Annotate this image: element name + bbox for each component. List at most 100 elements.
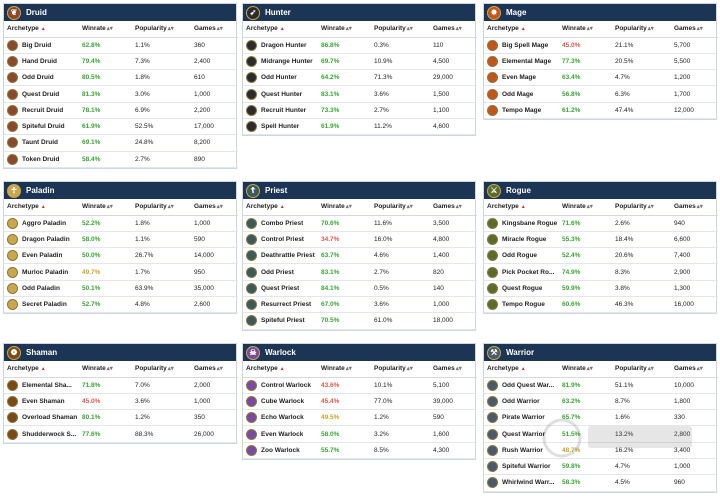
archetype-name[interactable]: Midrange Hunter xyxy=(261,57,313,65)
column-header-winrate[interactable]: Winrate▴▾ xyxy=(321,199,374,216)
table-row[interactable]: Elemental Mage 77.3% 20.5% 5,500 xyxy=(484,53,718,71)
archetype-link[interactable]: Taunt Druid xyxy=(7,137,82,149)
table-row[interactable]: Dragon Paladin 58.0% 1.1% 590 xyxy=(4,231,238,249)
column-header-archetype[interactable]: Archetype ▲ xyxy=(243,361,321,378)
archetype-link[interactable]: Secret Paladin xyxy=(7,299,82,311)
column-header-games[interactable]: Games▴▾ xyxy=(427,199,477,216)
archetype-name[interactable]: Recruit Druid xyxy=(22,106,64,114)
archetype-link[interactable]: Even Warlock xyxy=(246,428,321,440)
archetype-link[interactable]: Hand Druid xyxy=(7,55,82,67)
sort-toggle-icon[interactable]: ▴▾ xyxy=(106,26,113,33)
archetype-cell[interactable]: Miracle Rogue xyxy=(484,231,562,249)
archetype-name[interactable]: Quest Hunter xyxy=(261,90,303,98)
sort-toggle-icon[interactable]: ▴▾ xyxy=(647,366,654,373)
archetype-cell[interactable]: Odd Quest War... xyxy=(484,377,562,394)
archetype-cell[interactable]: Recruit Druid xyxy=(4,102,82,119)
table-row[interactable]: Spiteful Warrior 59.8% 4.7% 1,000 xyxy=(484,458,718,476)
table-row[interactable]: Resurrect Priest 67.0% 3.6% 1,000 xyxy=(243,296,477,314)
archetype-link[interactable]: Odd Quest War... xyxy=(487,379,562,391)
column-header-archetype[interactable]: Archetype ▲ xyxy=(484,199,562,216)
sort-toggle-icon[interactable]: ▴▾ xyxy=(586,204,593,211)
archetype-name[interactable]: Secret Paladin xyxy=(22,301,67,309)
archetype-cell[interactable]: Odd Warrior xyxy=(484,393,562,411)
archetype-name[interactable]: Odd Rogue xyxy=(502,252,538,260)
archetype-cell[interactable]: Odd Mage xyxy=(484,85,562,103)
table-row[interactable]: Odd Hunter 64.2% 71.3% 29,000 xyxy=(243,69,477,87)
column-header-popularity[interactable]: Popularity▴▾ xyxy=(615,21,668,38)
archetype-name[interactable]: Even Warlock xyxy=(261,430,304,438)
column-header-archetype[interactable]: Archetype ▲ xyxy=(484,361,562,378)
archetype-link[interactable]: Even Mage xyxy=(487,72,562,84)
archetype-cell[interactable]: Control Priest xyxy=(243,231,321,249)
archetype-link[interactable]: Quest Hunter xyxy=(246,88,321,100)
archetype-cell[interactable]: Control Warlock xyxy=(243,377,321,394)
table-row[interactable]: Hand Druid 79.4% 7.3% 2,400 xyxy=(4,53,238,71)
archetype-link[interactable]: Midrange Hunter xyxy=(246,55,321,67)
archetype-name[interactable]: Spiteful Priest xyxy=(261,317,305,325)
sort-toggle-icon[interactable]: ▴▾ xyxy=(455,204,462,211)
sort-ascending-icon[interactable]: ▲ xyxy=(40,366,46,373)
archetype-name[interactable]: Pick Pocket Ro... xyxy=(502,268,555,276)
column-header-archetype[interactable]: Archetype ▲ xyxy=(4,361,82,378)
class-title[interactable]: Mage xyxy=(506,8,527,17)
sort-toggle-icon[interactable]: ▴▾ xyxy=(167,204,174,211)
archetype-cell[interactable]: Resurrect Priest xyxy=(243,296,321,314)
sort-ascending-icon[interactable]: ▲ xyxy=(40,204,46,211)
archetype-cell[interactable]: Even Warlock xyxy=(243,425,321,443)
archetype-link[interactable]: Even Shaman xyxy=(7,395,82,407)
sort-toggle-icon[interactable]: ▴▾ xyxy=(647,204,654,211)
archetype-link[interactable]: Dragon Paladin xyxy=(7,233,82,245)
table-row[interactable]: Quest Warrior 51.5% 13.2% 2,800 xyxy=(484,425,718,443)
archetype-name[interactable]: Zoo Warlock xyxy=(261,446,300,454)
column-header-winrate[interactable]: Winrate▴▾ xyxy=(321,361,374,378)
table-row[interactable]: Echo Warlock 49.5% 1.2% 590 xyxy=(243,409,477,427)
table-row[interactable]: Quest Hunter 83.1% 3.6% 1,500 xyxy=(243,85,477,103)
column-header-winrate[interactable]: Winrate▴▾ xyxy=(82,199,135,216)
archetype-name[interactable]: Dragon Paladin xyxy=(22,235,70,243)
column-header-games[interactable]: Games▴▾ xyxy=(188,361,238,378)
archetype-link[interactable]: Odd Priest xyxy=(246,266,321,278)
archetype-cell[interactable]: Rush Warrior xyxy=(484,442,562,459)
column-header-archetype[interactable]: Archetype ▲ xyxy=(4,199,82,216)
archetype-name[interactable]: Quest Druid xyxy=(22,90,60,98)
archetype-name[interactable]: Odd Warrior xyxy=(502,397,540,405)
archetype-cell[interactable]: Cube Warlock xyxy=(243,393,321,411)
archetype-cell[interactable]: Taunt Druid xyxy=(4,134,82,152)
archetype-cell[interactable]: Whirlwind Warr... xyxy=(484,474,562,492)
archetype-link[interactable]: Whirlwind Warr... xyxy=(487,477,562,489)
archetype-link[interactable]: Quest Druid xyxy=(7,88,82,100)
table-row[interactable]: Odd Mage 56.8% 6.3% 1,700 xyxy=(484,85,718,103)
table-row[interactable]: Odd Priest 83.1% 2.7% 820 xyxy=(243,263,477,281)
archetype-cell[interactable]: Big Spell Mage xyxy=(484,37,562,54)
class-title[interactable]: Hunter xyxy=(265,8,291,17)
archetype-cell[interactable]: Murloc Paladin xyxy=(4,263,82,281)
archetype-link[interactable]: Spiteful Druid xyxy=(7,121,82,133)
archetype-cell[interactable]: Dragon Paladin xyxy=(4,231,82,249)
column-header-games[interactable]: Games▴▾ xyxy=(188,199,238,216)
archetype-cell[interactable]: Even Mage xyxy=(484,69,562,87)
table-row[interactable]: Odd Paladin 50.1% 63.9% 35,000 xyxy=(4,280,238,297)
table-row[interactable]: Elemental Sha... 71.8% 7.0% 2,000 xyxy=(4,377,238,394)
sort-ascending-icon[interactable]: ▲ xyxy=(520,26,526,33)
archetype-link[interactable]: Odd Warrior xyxy=(487,395,562,407)
archetype-name[interactable]: Spell Hunter xyxy=(261,123,300,131)
archetype-name[interactable]: Cube Warlock xyxy=(261,397,305,405)
table-row[interactable]: Aggro Paladin 52.2% 1.8% 1,000 xyxy=(4,215,238,232)
table-row[interactable]: Shudderwock S... 77.6% 88.3% 26,000 xyxy=(4,425,238,443)
table-row[interactable]: Recruit Druid 78.1% 6.9% 2,200 xyxy=(4,102,238,119)
archetype-cell[interactable]: Spiteful Priest xyxy=(243,312,321,330)
sort-toggle-icon[interactable]: ▴▾ xyxy=(216,204,223,211)
archetype-link[interactable]: Kingsbane Rogue xyxy=(487,217,562,229)
table-row[interactable]: Overload Shaman 80.1% 1.2% 350 xyxy=(4,409,238,427)
archetype-name[interactable]: Quest Warrior xyxy=(502,430,546,438)
archetype-cell[interactable]: Pick Pocket Ro... xyxy=(484,263,562,281)
table-row[interactable]: Combo Priest 70.6% 11.6% 3,500 xyxy=(243,215,477,232)
column-header-winrate[interactable]: Winrate▴▾ xyxy=(562,199,615,216)
archetype-link[interactable]: Quest Rogue xyxy=(487,282,562,294)
archetype-cell[interactable]: Recruit Hunter xyxy=(243,102,321,119)
sort-toggle-icon[interactable]: ▴▾ xyxy=(345,204,352,211)
sort-toggle-icon[interactable]: ▴▾ xyxy=(406,26,413,33)
table-row[interactable]: Spiteful Druid 61.9% 52.5% 17,000 xyxy=(4,118,238,136)
table-row[interactable]: Whirlwind Warr... 58.3% 4.5% 960 xyxy=(484,474,718,492)
column-header-popularity[interactable]: Popularity▴▾ xyxy=(615,361,668,378)
